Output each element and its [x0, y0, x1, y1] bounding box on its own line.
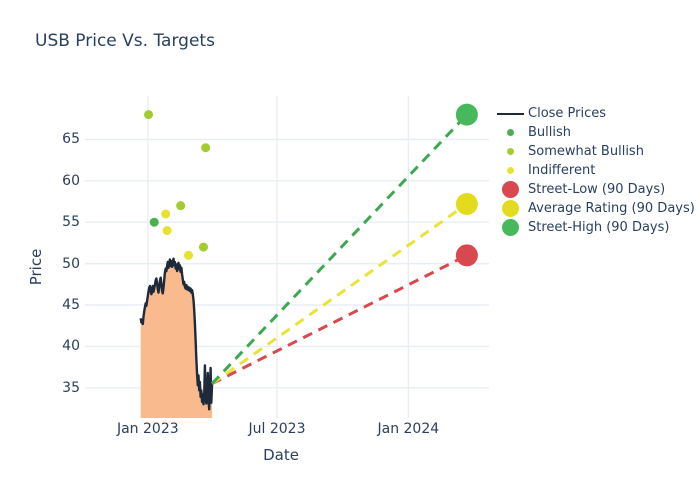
legend-label: Indifferent [528, 163, 596, 178]
close-price-area [140, 258, 213, 418]
rating-point-indifferent[interactable] [183, 250, 193, 260]
y-tick-label: 40 [62, 338, 80, 355]
target-dot-average-rating-90-days[interactable] [455, 193, 478, 216]
dot-marker-icon [492, 219, 528, 236]
trend-line-average-rating-90-days [211, 202, 468, 385]
y-tick-label: 65 [62, 131, 80, 148]
legend-item-bullish[interactable]: Bullish [492, 123, 695, 142]
target-dot-street-high-90-days[interactable] [455, 103, 478, 126]
rating-point-bullish[interactable] [149, 217, 159, 227]
dot-marker-icon [492, 200, 528, 217]
x-tick-label: Jan 2024 [377, 421, 440, 437]
legend-label: Street-Low (90 Days) [528, 182, 666, 197]
legend-label: Bullish [528, 125, 572, 140]
legend-label: Street-High (90 Days) [528, 220, 670, 235]
dot-marker-icon [492, 167, 528, 174]
rating-point-somewhat-bullish[interactable] [176, 201, 186, 211]
rating-point-somewhat-bullish[interactable] [198, 242, 208, 252]
y-tick-label: 45 [62, 297, 80, 313]
y-tick-label: 55 [62, 214, 80, 231]
rating-point-somewhat-bullish[interactable] [144, 110, 154, 120]
y-tick-label: 35 [62, 379, 80, 396]
rating-point-indifferent[interactable] [161, 209, 171, 219]
legend-item-close-prices[interactable]: Close Prices [492, 104, 695, 123]
legend-item-somewhat-bullish[interactable]: Somewhat Bullish [492, 142, 695, 161]
x-tick-label: Jan 2023 [116, 421, 179, 437]
legend-label: Average Rating (90 Days) [528, 201, 695, 216]
legend-label: Somewhat Bullish [528, 144, 644, 159]
close-price-line[interactable] [139, 257, 214, 411]
legend-item-indifferent[interactable]: Indifferent [492, 161, 695, 180]
rating-point-indifferent[interactable] [162, 226, 172, 236]
trend-line-street-high-90-days [210, 113, 468, 385]
x-tick-label: Jul 2023 [248, 421, 306, 437]
y-tick-label: 50 [62, 255, 80, 272]
line-marker-icon [492, 112, 528, 115]
chart-title: USB Price Vs. Targets [35, 31, 215, 51]
legend: Close Prices Bullish Somewhat Bullish Indif… [492, 104, 695, 237]
dot-marker-icon [492, 148, 528, 155]
target-dot-street-low-90-days[interactable] [455, 244, 478, 267]
legend-item-street-low-90-days[interactable]: Street-Low (90 Days) [492, 180, 695, 199]
y-tick-label: 60 [62, 172, 80, 189]
legend-item-street-high-90-days[interactable]: Street-High (90 Days) [492, 218, 695, 237]
legend-label: Close Prices [528, 106, 607, 121]
trend-line-street-low-90-days [211, 254, 468, 385]
dot-marker-icon [492, 129, 528, 136]
x-axis-title: Date [263, 446, 299, 464]
rating-point-somewhat-bullish[interactable] [201, 143, 211, 153]
dot-marker-icon [492, 181, 528, 198]
legend-item-average-rating-90-days[interactable]: Average Rating (90 Days) [492, 199, 695, 218]
